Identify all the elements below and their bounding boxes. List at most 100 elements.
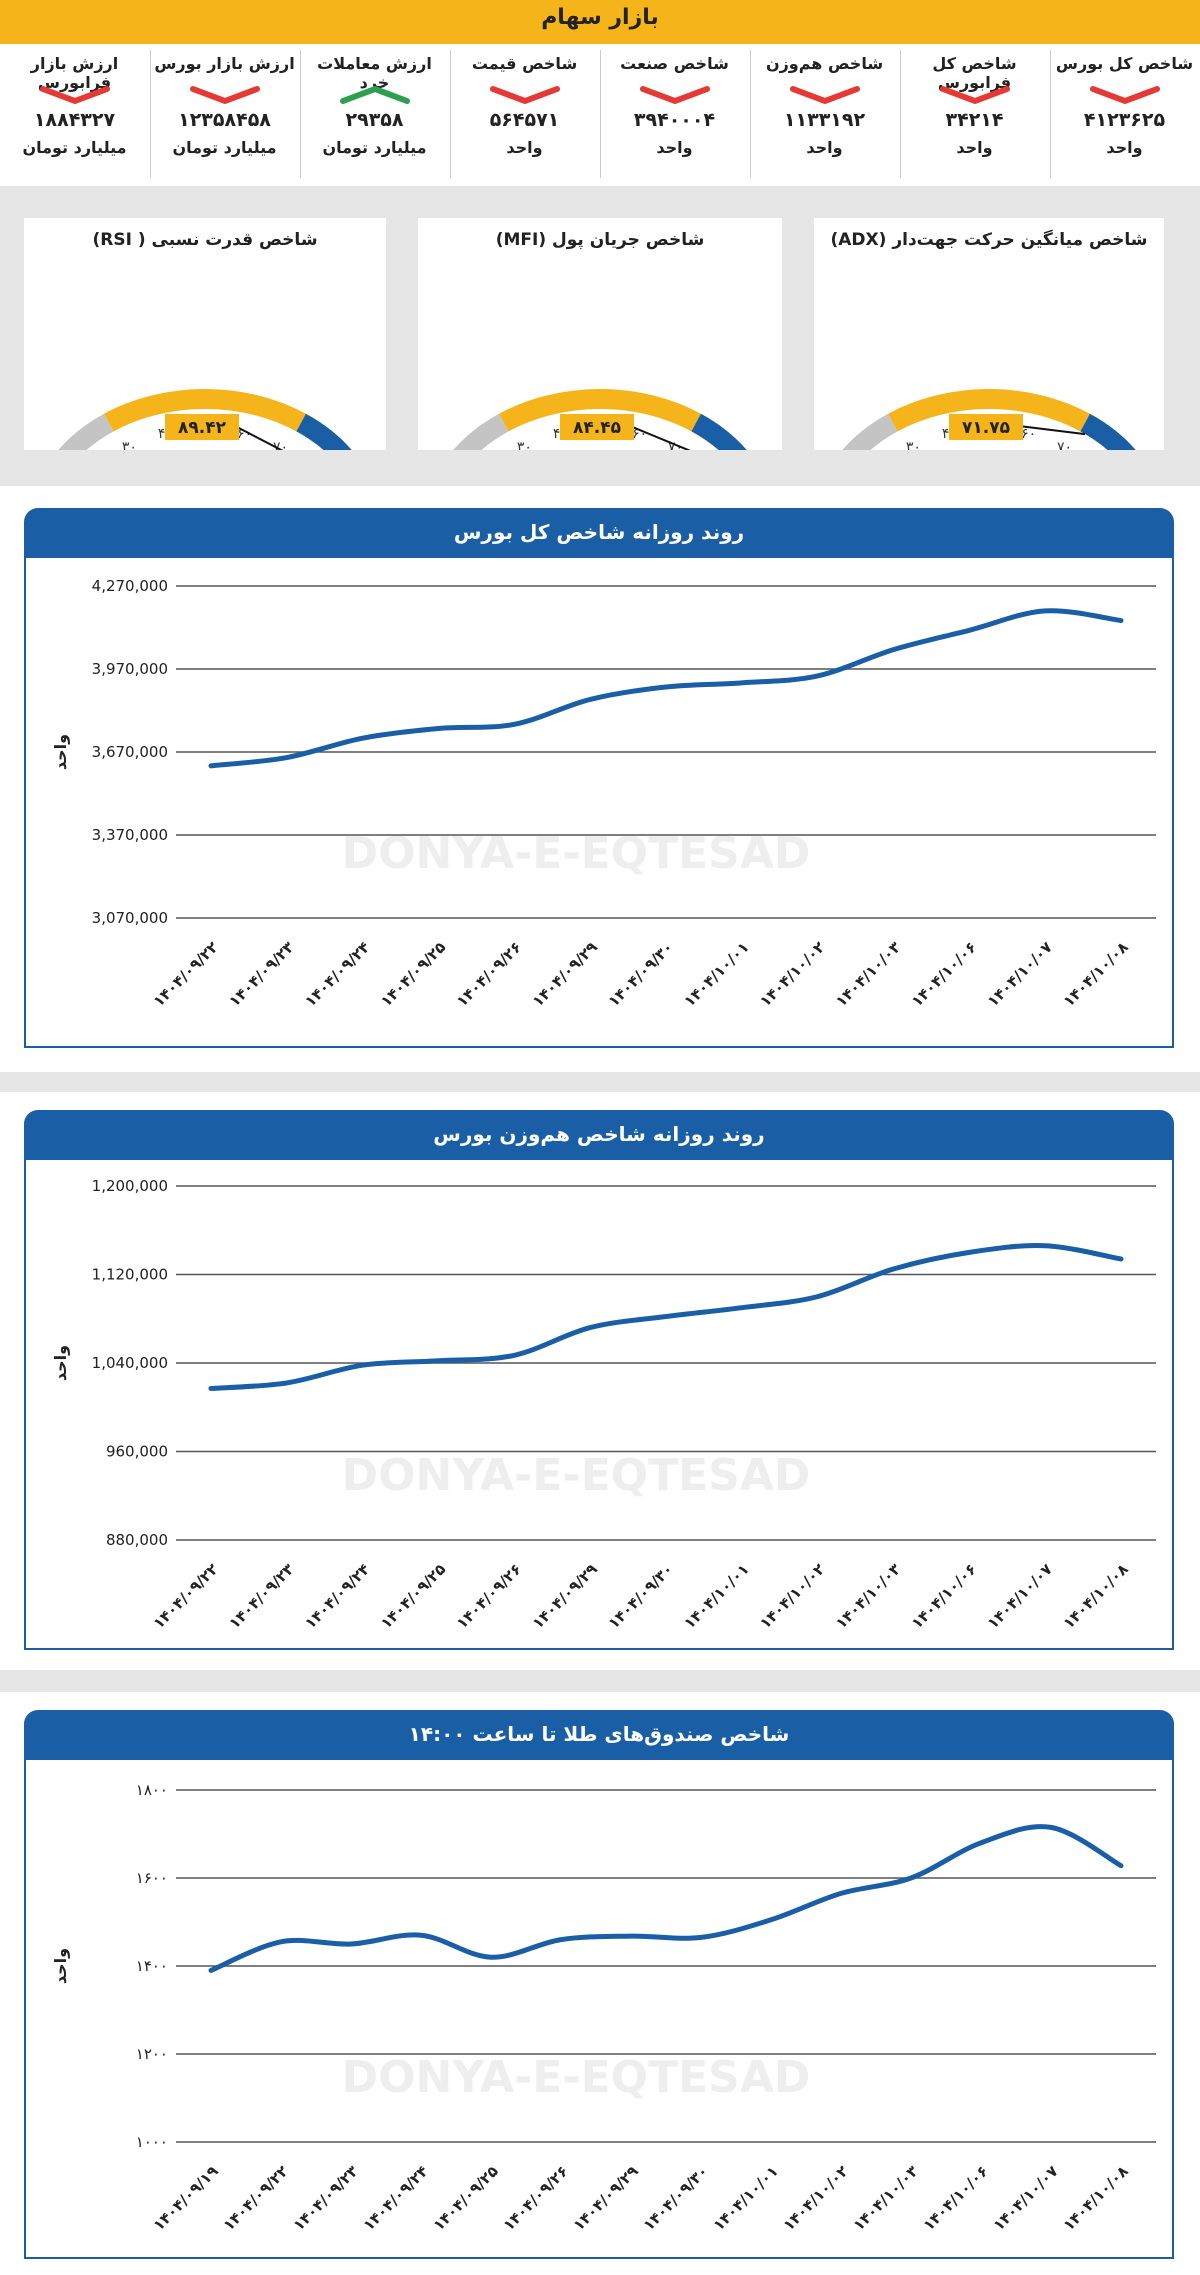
y-tick-label: 3,970,000 [92,660,168,678]
gauge-value-label: ۸۴.۴۵ [573,418,621,438]
data-point [664,684,668,689]
gauge-tick-label: ۳۰ [122,440,137,450]
y-axis-label: واحد [51,1345,70,1381]
data-point [815,673,820,678]
stat-label: شاخص هم‌وزن [765,54,884,73]
data-point [1119,618,1123,623]
y-tick-label: 880,000 [106,1531,168,1549]
data-point [209,1386,213,1391]
stat-unit: واحد [656,138,693,157]
data-point [279,1939,283,1944]
gauge-needle [1018,425,1086,436]
x-tick-label: ۱۴۰۴/۰۹/۲۹ [570,2162,642,2234]
data-point [436,1358,441,1363]
y-tick-label: ۱۶۰۰ [136,1869,168,1887]
y-tick-label: 3,670,000 [92,743,168,761]
x-tick-label: ۱۴۰۴/۰۹/۲۶ [453,938,525,1010]
y-tick-label: ۱۸۰۰ [136,1781,168,1799]
gauge-dial: ۰۱۰۲۰۳۰۴۰۵۰۶۰۷۰۸۰۹۰۱۰۰۷۱.۷۵ [842,389,1136,450]
card-divider [150,50,151,178]
trend-up-icon [340,86,410,104]
data-point [967,628,972,633]
chart-title: روند روزانه شاخص هم‌وزن بورس [433,1122,765,1146]
data-point [664,1314,668,1319]
chart-header: روند روزانه شاخص کل بورس [24,508,1174,558]
y-tick-label: ۱۰۰۰ [136,2133,168,2151]
x-tick-label: ۱۴۰۴/۱۰/۰۱ [710,2162,782,2234]
trend-down-icon [940,86,1010,104]
x-tick-label: ۱۴۰۴/۰۹/۳۰ [640,2162,712,2234]
card-divider [450,50,451,178]
gauge-title: شاخص جریان پول (MFI) [495,230,705,250]
gauge-band-high [691,413,747,450]
data-point [909,1876,913,1880]
chart-header: روند روزانه شاخص هم‌وزن بورس [24,1110,1174,1160]
data-point [839,1891,843,1896]
gauge-band-mid [888,389,1090,432]
x-tick-label: ۱۴۰۴/۰۹/۲۹ [529,1560,601,1632]
stat-value: ۲۹۳۵۸ [345,109,404,131]
gauge-title: شاخص قدرت نسبی ( RSI) [92,230,318,250]
data-point [979,1840,983,1845]
chart-header: شاخص صندوق‌های طلا تا ساعت ۱۴:۰۰ [24,1710,1174,1760]
stat-card: شاخص کل فرابورس ۳۴۲۱۴ واحد [900,44,1049,186]
gauge-band-low [453,413,509,450]
data-point [209,763,213,768]
gauge-value-box [560,414,634,440]
data-point [1119,1257,1123,1262]
gauge-tick-label: ۷۰ [1057,440,1072,450]
gauge-value-label: ۸۹.۴۲ [178,418,227,438]
trend-down-icon [1090,86,1160,104]
gauge-needle [234,425,284,450]
x-tick-label: ۱۴۰۴/۱۰/۰۸ [1060,1560,1132,1632]
x-tick-label: ۱۴۰۴/۰۹/۲۳ [225,938,297,1010]
data-point [349,1942,353,1946]
data-point [769,1917,773,1922]
x-tick-label: ۱۴۰۴/۱۰/۰۶ [908,938,980,1010]
y-tick-label: 1,040,000 [92,1354,168,1372]
x-tick-label: ۱۴۰۴/۰۹/۲۴ [301,938,373,1010]
y-tick-label: 1,120,000 [92,1266,168,1284]
stat-unit: میلیارد تومان [172,138,277,157]
y-tick-label: 4,270,000 [92,577,168,595]
chart-title: روند روزانه شاخص کل بورس [453,520,745,544]
x-tick-label: ۱۴۰۴/۰۹/۱۹ [150,2162,222,2234]
gauge-card: شاخص میانگین حرکت جهت‌دار (ADX) ۰۱۰۲۰۳۰۴۰… [814,218,1164,450]
data-point [967,1250,972,1255]
stat-value: ۱۲۳۵۸۴۵۸ [178,109,271,131]
x-tick-label: ۱۴۰۴/۱۰/۰۸ [1060,938,1132,1010]
y-tick-label: 3,070,000 [92,909,168,927]
y-axis-label: واحد [51,734,70,770]
gauge-title: شاخص میانگین حرکت جهت‌دار (ADX) [830,230,1148,250]
chart-title: شاخص صندوق‌های طلا تا ساعت ۱۴:۰۰ [408,1722,790,1746]
x-tick-label: ۱۴۰۴/۱۰/۰۱ [680,1560,752,1632]
data-point [699,1935,703,1940]
stat-label: ارزش بازار فرابورس [30,54,119,92]
gauge-tick-label: ۳۰ [517,440,532,450]
x-tick-label: ۱۴۰۴/۱۰/۰۲ [756,1560,828,1632]
x-tick-label: ۱۴۰۴/۰۹/۲۶ [453,1560,525,1632]
gauge-band-low [58,413,114,450]
y-tick-label: ۱۲۰۰ [136,2045,168,2063]
data-point [891,647,896,652]
data-point [739,1305,744,1310]
data-point [1049,1825,1053,1830]
stat-unit: واحد [956,138,993,157]
stat-card: شاخص صنعت ۳۹۴۰۰۰۴ واحد [600,44,749,186]
gauge-dial: ۰۱۰۲۰۳۰۴۰۵۰۶۰۷۰۸۰۹۰۱۰۰۸۴.۴۵ [453,389,747,450]
x-tick-label: ۱۴۰۴/۰۹/۲۴ [301,1560,373,1632]
chart-body: DONYA-E-EQTESAD ۱۰۰۰ ۱۲۰۰ ۱۴۰۰ ۱۶۰۰ ۱۸۰۰ واحد ۱… [24,1760,1174,2259]
data-point [629,1934,633,1939]
stat-label: ارزش بازار بورس [154,54,295,73]
stat-value: ۳۹۴۰۰۰۴ [633,109,716,131]
stat-label: شاخص کل بورس [1055,54,1194,73]
x-tick-label: ۱۴۰۴/۰۹/۲۲ [150,938,222,1010]
stat-card: شاخص کل بورس ۴۱۲۳۶۲۵ واحد [1050,44,1199,186]
card-divider [300,50,301,178]
gauge-card: شاخص جریان پول (MFI) ۰۱۰۲۰۳۰۴۰۵۰۶۰۷۰۸۰۹۰۱… [418,218,782,450]
stat-label: ارزش معاملات خرد [317,54,432,92]
trend-down-icon [190,86,260,104]
watermark: DONYA-E-EQTESAD [342,2052,811,2103]
data-point [891,1266,896,1271]
x-tick-label: ۱۴۰۴/۱۰/۰۱ [680,938,752,1010]
